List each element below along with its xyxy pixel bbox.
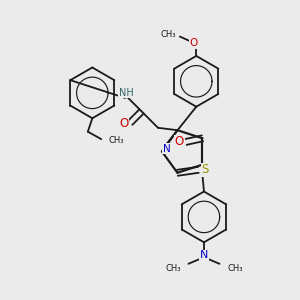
Text: O: O	[175, 135, 184, 148]
Text: O: O	[119, 117, 128, 130]
Text: N: N	[163, 143, 171, 154]
Text: S: S	[201, 163, 208, 176]
Text: CH₃: CH₃	[161, 30, 176, 39]
Text: NH: NH	[119, 88, 134, 98]
Text: CH₃: CH₃	[165, 264, 181, 273]
Text: CH₃: CH₃	[227, 264, 243, 273]
Text: O: O	[190, 38, 198, 48]
Text: CH₃: CH₃	[109, 136, 124, 145]
Text: N: N	[200, 250, 208, 260]
Text: N: N	[202, 164, 209, 174]
